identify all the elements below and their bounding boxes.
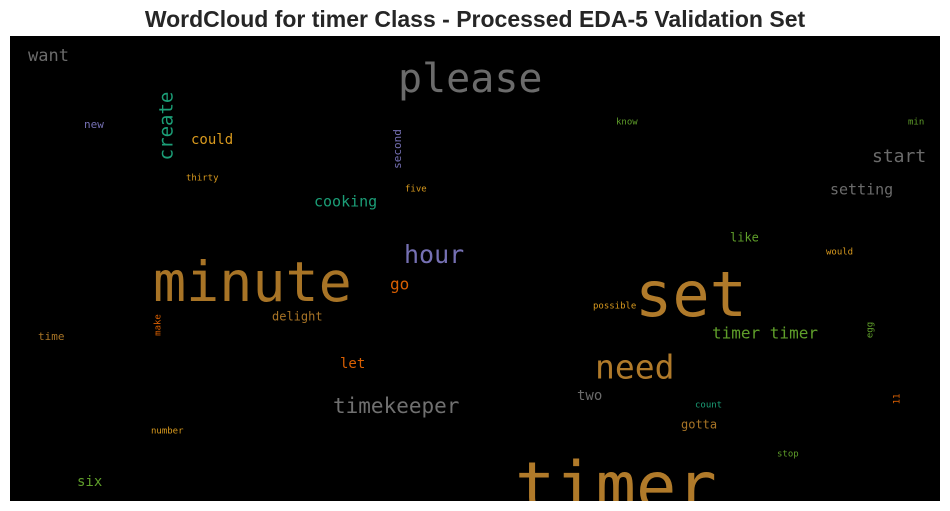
word-know: know <box>616 118 638 128</box>
word-timekeeper: timekeeper <box>333 394 459 418</box>
word-second: second <box>391 129 404 169</box>
word-two: two <box>577 388 602 404</box>
word-set: set <box>635 258 747 331</box>
word-like: like <box>730 231 759 245</box>
word-five: five <box>405 185 427 195</box>
word-start: start <box>872 146 926 167</box>
word-cloud-canvas: timer set minute please need hour timekeeper cr… <box>10 36 940 501</box>
word-create: create <box>156 92 178 161</box>
word-cloud-svg: timer set minute please need hour timekeeper cr… <box>28 46 926 501</box>
word-thirty: thirty <box>186 174 219 184</box>
word-11: 11 <box>893 394 903 405</box>
word-minute: minute <box>153 250 352 314</box>
word-gotta: gotta <box>681 418 717 432</box>
word-timer-timer: timer timer <box>712 324 818 343</box>
word-setting: setting <box>830 181 893 199</box>
word-let: let <box>340 356 365 372</box>
word-number: number <box>151 427 184 437</box>
word-need: need <box>595 348 674 387</box>
word-delight: delight <box>272 310 323 324</box>
word-go: go <box>390 275 409 294</box>
word-could: could <box>191 132 233 148</box>
word-cooking: cooking <box>314 193 377 211</box>
word-make: make <box>154 314 164 336</box>
word-stop: stop <box>777 450 799 460</box>
word-want: want <box>28 46 69 66</box>
word-would: would <box>826 248 853 258</box>
word-count: count <box>695 401 722 411</box>
word-timer: timer <box>515 448 717 501</box>
chart-title: WordCloud for timer Class - Processed ED… <box>144 6 806 32</box>
word-time: time <box>38 330 65 343</box>
word-possible: possible <box>593 302 636 312</box>
word-new: new <box>84 118 104 131</box>
word-hour: hour <box>404 240 464 269</box>
word-six: six <box>77 474 102 490</box>
word-please: please <box>398 56 543 102</box>
word-min: min <box>908 118 924 128</box>
word-egg: egg <box>866 322 876 338</box>
